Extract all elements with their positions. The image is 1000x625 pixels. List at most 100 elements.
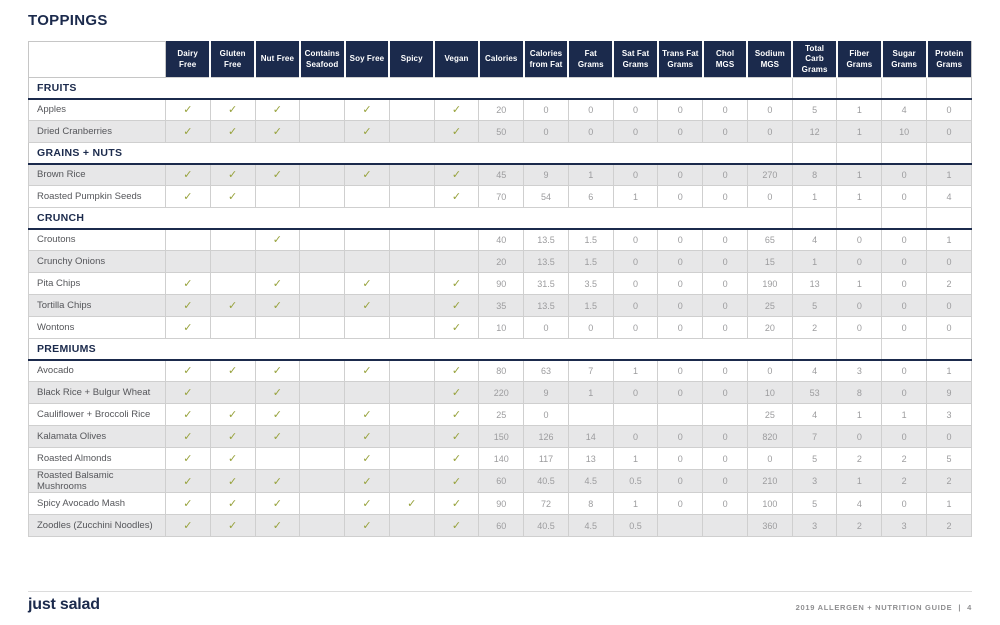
value-cell: 0 [657, 294, 704, 317]
col-header-total-carb-grams: Total Carb Grams [792, 41, 838, 78]
value-cell: 0 [612, 120, 659, 143]
empty-check-cell [299, 514, 346, 537]
checkmark-icon: ✓ [254, 163, 301, 186]
value-cell: 45 [478, 163, 525, 186]
value-cell: 1 [612, 447, 659, 470]
value-cell: 270 [746, 163, 793, 186]
checkmark-icon: ✓ [209, 185, 256, 208]
value-cell [657, 514, 704, 537]
value-cell: 40.5 [523, 514, 569, 537]
section-row-crunch: CRUNCH [28, 207, 972, 230]
value-cell: 1 [836, 185, 883, 208]
value-cell: 0.5 [612, 469, 659, 493]
value-cell: 1 [791, 185, 838, 208]
col-header-vegan: Vegan [434, 41, 480, 78]
value-cell: 2 [791, 316, 838, 339]
item-name: Wontons [28, 316, 166, 339]
empty-check-cell [388, 316, 435, 339]
toppings-table-body: FRUITS Apples ✓ ✓ ✓ ✓ ✓ 20 0 0 0 0 0 0 5 1 4 0 Dried Cranb… [28, 77, 972, 537]
empty-check-cell [299, 316, 346, 339]
value-cell: 140 [478, 447, 525, 470]
value-cell: 3 [791, 514, 838, 537]
checkmark-icon: ✓ [254, 403, 301, 426]
value-cell: 0 [702, 469, 748, 493]
empty-check-cell [388, 98, 435, 121]
item-name: Spicy Avocado Mash [28, 492, 166, 515]
value-cell: 1 [567, 381, 614, 404]
col-header-soy-free: Soy Free [344, 41, 391, 78]
empty-check-cell [209, 272, 256, 295]
empty-check-cell [344, 316, 390, 339]
value-cell: 4 [926, 185, 972, 208]
checkmark-icon: ✓ [209, 120, 256, 143]
empty-check-cell [299, 425, 346, 448]
value-cell: 0 [657, 425, 704, 448]
value-cell: 1 [836, 403, 883, 426]
item-name: Brown Rice [28, 163, 166, 186]
value-cell: 5 [926, 447, 972, 470]
value-cell: 63 [523, 359, 569, 382]
value-cell: 3 [791, 469, 838, 493]
value-cell: 1 [612, 359, 659, 382]
empty-check-cell [299, 359, 346, 382]
value-cell: 0 [657, 250, 704, 273]
value-cell: 0 [881, 250, 928, 273]
checkmark-icon: ✓ [254, 425, 301, 448]
table-row-crunchy-onions: Crunchy Onions 20 13.5 1.5 0 0 0 15 1 0 0 0 [28, 250, 972, 273]
section-empty-cell [791, 338, 837, 361]
value-cell: 0 [702, 163, 748, 186]
value-cell: 0 [702, 294, 748, 317]
value-cell: 0 [612, 250, 659, 273]
value-cell: 70 [478, 185, 525, 208]
table-row-apples: Apples ✓ ✓ ✓ ✓ ✓ 20 0 0 0 0 0 0 5 1 4 0 [28, 98, 972, 121]
value-cell: 2 [836, 514, 883, 537]
value-cell: 0 [612, 425, 659, 448]
empty-check-cell [388, 514, 435, 537]
empty-check-cell [209, 228, 256, 251]
section-empty-cell [926, 338, 972, 361]
value-cell: 3 [881, 514, 928, 537]
value-cell: 190 [746, 272, 793, 295]
value-cell: 0 [926, 250, 972, 273]
checkmark-icon: ✓ [165, 514, 211, 537]
section-empty-cell [791, 77, 837, 100]
footer-page-number: 4 [967, 603, 972, 612]
value-cell: 13.5 [523, 250, 569, 273]
value-cell: 31.5 [523, 272, 569, 295]
checkmark-icon: ✓ [433, 316, 480, 339]
value-cell: 0 [881, 425, 928, 448]
empty-check-cell [388, 381, 435, 404]
section-row-premiums: PREMIUMS [28, 338, 972, 361]
value-cell: 0 [612, 228, 659, 251]
corner-blank-cell [28, 41, 166, 78]
col-header-protein-grams: Protein Grams [926, 41, 972, 78]
value-cell: 0 [702, 447, 748, 470]
footer-guide-label: 2019 ALLERGEN + NUTRITION GUIDE [795, 603, 953, 612]
empty-check-cell [209, 250, 256, 273]
value-cell: 0 [612, 316, 659, 339]
value-cell: 7 [567, 359, 614, 382]
value-cell: 117 [523, 447, 569, 470]
checkmark-icon: ✓ [433, 272, 480, 295]
value-cell: 0 [567, 98, 614, 121]
value-cell: 0 [881, 492, 928, 515]
checkmark-icon: ✓ [165, 403, 211, 426]
value-cell: 1 [836, 163, 883, 186]
value-cell: 72 [523, 492, 569, 515]
empty-check-cell [299, 447, 346, 470]
checkmark-icon: ✓ [165, 492, 211, 515]
toppings-table: Dairy Free Gluten Free Nut Free Contains Se… [28, 41, 972, 537]
value-cell: 0 [881, 185, 928, 208]
empty-check-cell [388, 228, 435, 251]
item-name: Black Rice + Bulgur Wheat [28, 381, 166, 404]
value-cell: 40 [478, 228, 525, 251]
checkmark-icon: ✓ [433, 403, 480, 426]
col-header-spicy: Spicy [389, 41, 436, 78]
value-cell: 8 [791, 163, 838, 186]
table-row-pita-chips: Pita Chips ✓ ✓ ✓ ✓ 90 31.5 3.5 0 0 0 190 13 1 0 2 [28, 272, 972, 295]
checkmark-icon: ✓ [433, 492, 480, 515]
section-empty-cell [926, 207, 972, 230]
checkmark-icon: ✓ [254, 381, 301, 404]
brand-logo: just salad [28, 596, 100, 613]
item-name: Tortilla Chips [28, 294, 166, 317]
